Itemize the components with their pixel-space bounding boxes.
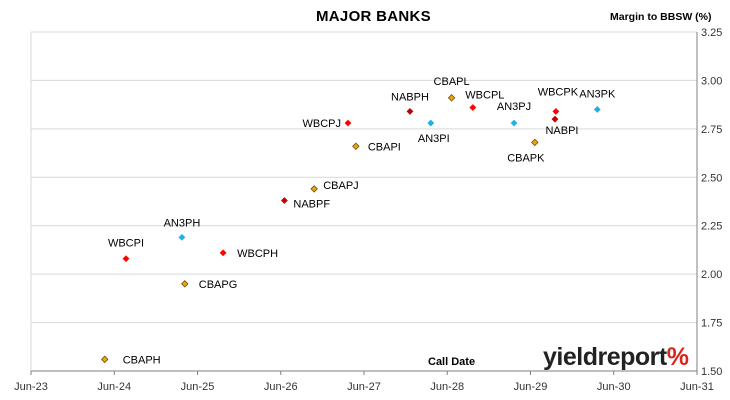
x-tick-label: Jun-23 [14, 381, 48, 393]
chart-title: MAJOR BANKS [316, 8, 431, 25]
point-an3pi [427, 119, 435, 127]
x-tick-label: Jun-24 [97, 381, 131, 393]
point-an3pj [510, 119, 518, 127]
point-label-cbapj: CBAPJ [323, 180, 358, 192]
point-cbapl [447, 94, 456, 102]
point-nabpf [280, 197, 288, 205]
x-tick-label: Jun-26 [264, 381, 298, 393]
y-tick-label: 2.50 [701, 172, 722, 184]
y-tick-label: 1.50 [701, 366, 722, 378]
point-label-cbapi: CBAPI [368, 141, 401, 153]
y-tick-label: 1.75 [701, 318, 722, 330]
point-wbcpk [552, 107, 560, 115]
point-label-wbcpj: WBCPJ [302, 118, 341, 130]
point-an3pk [593, 106, 601, 113]
y-tick-label: 3.25 [701, 27, 722, 39]
point-cbaph [101, 355, 109, 364]
point-label-cbapg: CBAPG [199, 279, 238, 291]
axes: 1.50 1.75 2.00 2.25 2.50 2.75 3.00 3.25 Jun-23 Ju… [14, 27, 722, 393]
point-nabpi [551, 115, 559, 123]
point-label-wbcph: WBCPH [237, 248, 278, 260]
point-label-an3pj: AN3PJ [497, 101, 531, 113]
point-label-cbaph: CBAPH [123, 354, 161, 366]
point-label-an3pk: AN3PK [579, 88, 616, 100]
call-date-annotation: Call Date [428, 356, 476, 368]
point-cbapg [181, 280, 189, 288]
point-wbcph [219, 249, 227, 257]
x-tick-label: Jun-29 [514, 381, 548, 393]
data-points [101, 94, 601, 364]
y-axis-label: Margin to BBSW (%) [610, 11, 712, 23]
point-nabph [406, 107, 414, 115]
point-wbcpl [469, 104, 477, 112]
point-cbapk [531, 138, 539, 147]
x-tick-label: Jun-28 [430, 381, 464, 393]
yieldreport-logo: yieldreport% [543, 343, 689, 372]
point-label-nabpi: NABPI [545, 125, 578, 137]
point-label-cbapk: CBAPK [507, 152, 545, 164]
point-wbcpj [344, 119, 352, 127]
point-cbapi [352, 142, 360, 150]
logo-percent-icon: % [666, 343, 689, 371]
point-label-an3pi: AN3PI [418, 133, 450, 145]
point-labels: CBAPH WBCPI AN3PH CBAPG WBCPH NABPF CBAPJ WBCPJ… [108, 76, 616, 367]
x-tick-label: Jun-27 [347, 381, 381, 393]
point-label-nabpf: NABPF [293, 199, 330, 211]
point-label-cbapl: CBAPL [434, 76, 470, 88]
point-wbcpi [122, 255, 130, 263]
x-tick-label: Jun-31 [680, 381, 714, 393]
point-label-wbcpl: WBCPL [465, 90, 504, 102]
point-label-an3ph: AN3PH [164, 217, 201, 229]
logo-text: yieldreport [543, 343, 667, 371]
x-tick-label: Jun-25 [181, 381, 215, 393]
y-tick-label: 2.75 [701, 124, 722, 136]
x-tick-label: Jun-30 [597, 381, 631, 393]
point-label-wbcpi: WBCPI [108, 238, 144, 250]
grid-lines [31, 31, 697, 372]
y-tick-label: 2.00 [701, 269, 722, 281]
point-label-nabph: NABPH [391, 91, 429, 103]
point-label-wbcpk: WBCPK [538, 86, 579, 98]
y-tick-label: 3.00 [701, 75, 722, 87]
y-tick-label: 2.25 [701, 221, 722, 233]
point-an3ph [178, 233, 186, 241]
point-cbapj [310, 185, 318, 193]
